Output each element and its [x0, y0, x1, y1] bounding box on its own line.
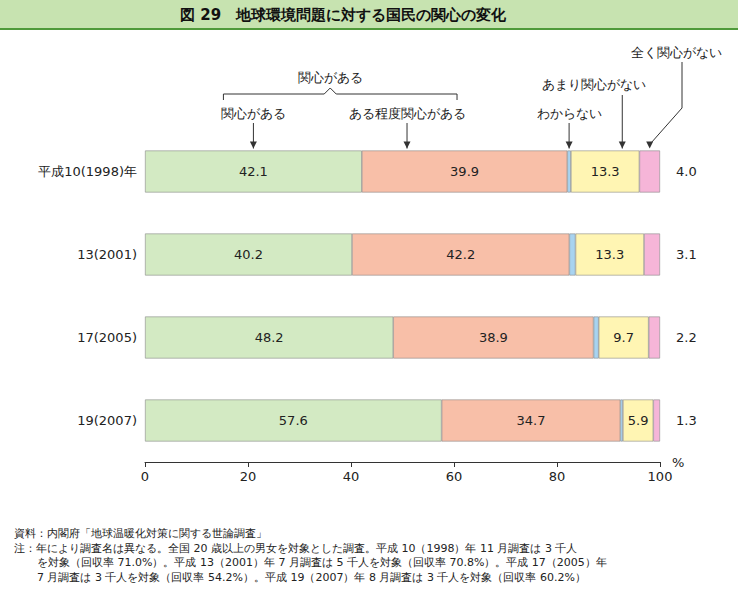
svg-text:42.1: 42.1: [239, 164, 268, 179]
svg-text:42.2: 42.2: [446, 247, 475, 262]
svg-text:38.9: 38.9: [479, 330, 508, 345]
svg-text:わからない: わからない: [537, 106, 602, 121]
svg-text:40: 40: [343, 469, 360, 484]
svg-text:100: 100: [648, 469, 673, 484]
svg-text:平成10(1998)年: 平成10(1998)年: [38, 164, 137, 179]
svg-text:3.1: 3.1: [676, 247, 697, 262]
svg-text:7 月調査は 3 千人を対象（回収率 54.2%）。平成 1: 7 月調査は 3 千人を対象（回収率 54.2%）。平成 19（2007）年 8…: [37, 571, 586, 584]
svg-text:80: 80: [549, 469, 566, 484]
svg-text:を対象（回収率 71.0%）。平成 13（2001）年 7: を対象（回収率 71.0%）。平成 13（2001）年 7 月調査は 5 千人を…: [37, 556, 607, 569]
svg-text:関心がある: 関心がある: [221, 106, 286, 121]
svg-text:57.6: 57.6: [279, 413, 308, 428]
svg-text:9.7: 9.7: [613, 330, 634, 345]
svg-text:13.3: 13.3: [591, 164, 620, 179]
svg-text:資料：内閣府「地球温暖化対策に関する世論調査」: 資料：内閣府「地球温暖化対策に関する世論調査」: [14, 527, 267, 540]
svg-text:13.3: 13.3: [595, 247, 624, 262]
svg-text:関心がある: 関心がある: [298, 70, 363, 85]
svg-text:注：年により調査名は異なる。全国 20 歳以上の男女を対象と: 注：年により調査名は異なる。全国 20 歳以上の男女を対象とした調査。平成 10…: [14, 542, 577, 555]
svg-text:0: 0: [141, 469, 149, 484]
svg-text:48.2: 48.2: [255, 330, 284, 345]
svg-text:60: 60: [446, 469, 463, 484]
svg-text:%: %: [672, 455, 684, 470]
svg-text:2.2: 2.2: [676, 330, 697, 345]
svg-text:図 29 地球環境問題に対する国民の関心の変化: 図 29 地球環境問題に対する国民の関心の変化: [180, 6, 507, 24]
svg-text:全く関心がない: 全く関心がない: [631, 45, 722, 60]
svg-text:あまり関心がない: あまり関心がない: [542, 77, 646, 92]
svg-text:4.0: 4.0: [676, 164, 697, 179]
svg-text:17(2005): 17(2005): [77, 330, 137, 345]
svg-text:40.2: 40.2: [234, 247, 263, 262]
svg-text:34.7: 34.7: [517, 413, 546, 428]
svg-text:1.3: 1.3: [676, 413, 697, 428]
svg-text:5.9: 5.9: [628, 413, 649, 428]
svg-text:20: 20: [240, 469, 257, 484]
svg-text:39.9: 39.9: [450, 164, 479, 179]
svg-text:19(2007): 19(2007): [77, 413, 137, 428]
svg-text:ある程度関心がある: ある程度関心がある: [349, 106, 466, 121]
svg-text:13(2001): 13(2001): [77, 247, 137, 262]
